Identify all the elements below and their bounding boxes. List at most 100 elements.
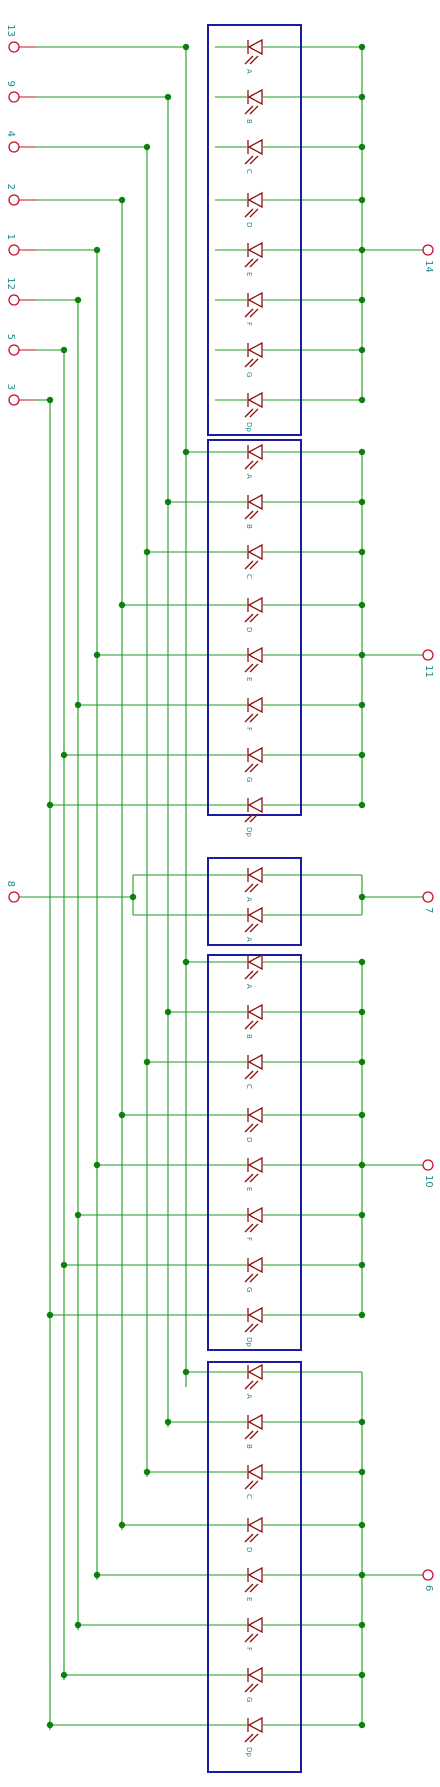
led-arrow — [249, 1380, 259, 1390]
left-pin-label: 13 — [5, 24, 16, 37]
junction-dot — [46, 1721, 54, 1729]
junction-dot — [358, 448, 366, 456]
segment-label: B — [245, 524, 253, 529]
junction-dot — [358, 246, 366, 254]
led-symbol — [247, 696, 263, 714]
led-arrow — [249, 970, 259, 980]
led-symbol — [247, 543, 263, 561]
segment-label: G — [245, 777, 253, 782]
junction-dot — [164, 1008, 172, 1016]
junction-dot — [46, 801, 54, 809]
segment-label: D — [245, 1137, 253, 1142]
junction-dot — [358, 1571, 366, 1579]
segment-label: F — [245, 1647, 253, 1651]
junction-dot — [358, 346, 366, 354]
junction-dot — [118, 196, 126, 204]
led-arrow — [249, 1123, 259, 1133]
junction-dot — [358, 651, 366, 659]
led-symbol — [247, 1363, 263, 1381]
common-pin-label: 6 — [423, 1585, 434, 1591]
segment-label: C — [245, 574, 253, 579]
led-arrow — [244, 663, 254, 673]
left-pin[interactable] — [8, 394, 20, 406]
led-symbol — [247, 493, 263, 511]
led-arrow — [244, 308, 254, 318]
junction-dot — [358, 1671, 366, 1679]
led-arrow — [244, 55, 254, 65]
common-pin[interactable] — [422, 649, 434, 661]
left-pin[interactable] — [8, 194, 20, 206]
segment-label: A — [245, 69, 253, 74]
left-pin[interactable] — [8, 91, 20, 103]
led-arrow — [244, 613, 254, 623]
common-pin[interactable] — [422, 891, 434, 903]
led-segments: A B C D E F G Dp A B C D E F G Dp A A A B C D E F G Dp A B C D E F G Dp — [244, 38, 263, 1757]
left-pin-label: 2 — [5, 184, 16, 190]
junction-dot — [358, 958, 366, 966]
led-arrow — [249, 208, 259, 218]
segment-label: B — [245, 119, 253, 124]
led-symbol — [247, 291, 263, 309]
led-arrow — [249, 1070, 259, 1080]
wires — [19, 46, 424, 1730]
left-pin[interactable] — [8, 244, 20, 256]
led-symbol — [247, 138, 263, 156]
junction-dot — [358, 1418, 366, 1426]
segment-label: Dp — [245, 422, 253, 432]
led-arrow — [249, 763, 259, 773]
junction-dot — [118, 1521, 126, 1529]
left-pin-label: 1 — [5, 234, 16, 240]
junction-dot — [358, 751, 366, 759]
segment-label: C — [245, 1494, 253, 1499]
common-pin-label: 7 — [423, 907, 434, 913]
junction-dot — [74, 296, 82, 304]
segment-label: F — [245, 322, 253, 326]
led-arrow — [244, 1223, 254, 1233]
left-pin[interactable] — [8, 294, 20, 306]
segment-label: A — [245, 1394, 253, 1399]
led-arrow — [249, 408, 259, 418]
led-arrow — [244, 1533, 254, 1543]
junction-dot — [164, 1418, 172, 1426]
segment-label: C — [245, 1084, 253, 1089]
left-pin[interactable] — [8, 41, 20, 53]
led-symbol — [247, 1206, 263, 1224]
led-symbol — [247, 953, 263, 971]
junction-dot — [358, 1161, 366, 1169]
left-pin[interactable] — [8, 344, 20, 356]
left-pin[interactable] — [8, 141, 20, 153]
segment-label: G — [245, 1287, 253, 1292]
led-symbol — [247, 1003, 263, 1021]
junction-dot — [358, 601, 366, 609]
junction-dot — [358, 143, 366, 151]
junction-dot — [358, 1721, 366, 1729]
junction-dot — [60, 751, 68, 759]
common-pin[interactable] — [422, 244, 434, 256]
junction-dot — [143, 1058, 151, 1066]
led-symbol — [247, 341, 263, 359]
led-arrow — [244, 1683, 254, 1693]
junction-dot — [46, 1311, 54, 1319]
junction-dot — [182, 43, 190, 51]
junction-dot — [93, 1571, 101, 1579]
junction-dot — [358, 893, 366, 901]
led-symbol — [247, 646, 263, 664]
junction-dot — [46, 396, 54, 404]
led-symbol — [247, 1306, 263, 1324]
led-symbol — [247, 1566, 263, 1584]
led-arrow — [249, 308, 259, 318]
led-arrow — [249, 1223, 259, 1233]
led-arrow — [244, 1173, 254, 1183]
colon-pin[interactable] — [8, 891, 20, 903]
segment-label: B — [245, 1444, 253, 1449]
led-arrow — [244, 155, 254, 165]
led-arrow — [244, 105, 254, 115]
led-arrow — [244, 1123, 254, 1133]
led-symbol — [247, 746, 263, 764]
led-arrow — [244, 208, 254, 218]
common-pin[interactable] — [422, 1159, 434, 1171]
junction-dot — [358, 1311, 366, 1319]
common-pin[interactable] — [422, 1569, 434, 1581]
junction-dot — [358, 296, 366, 304]
led-arrow — [249, 1583, 259, 1593]
